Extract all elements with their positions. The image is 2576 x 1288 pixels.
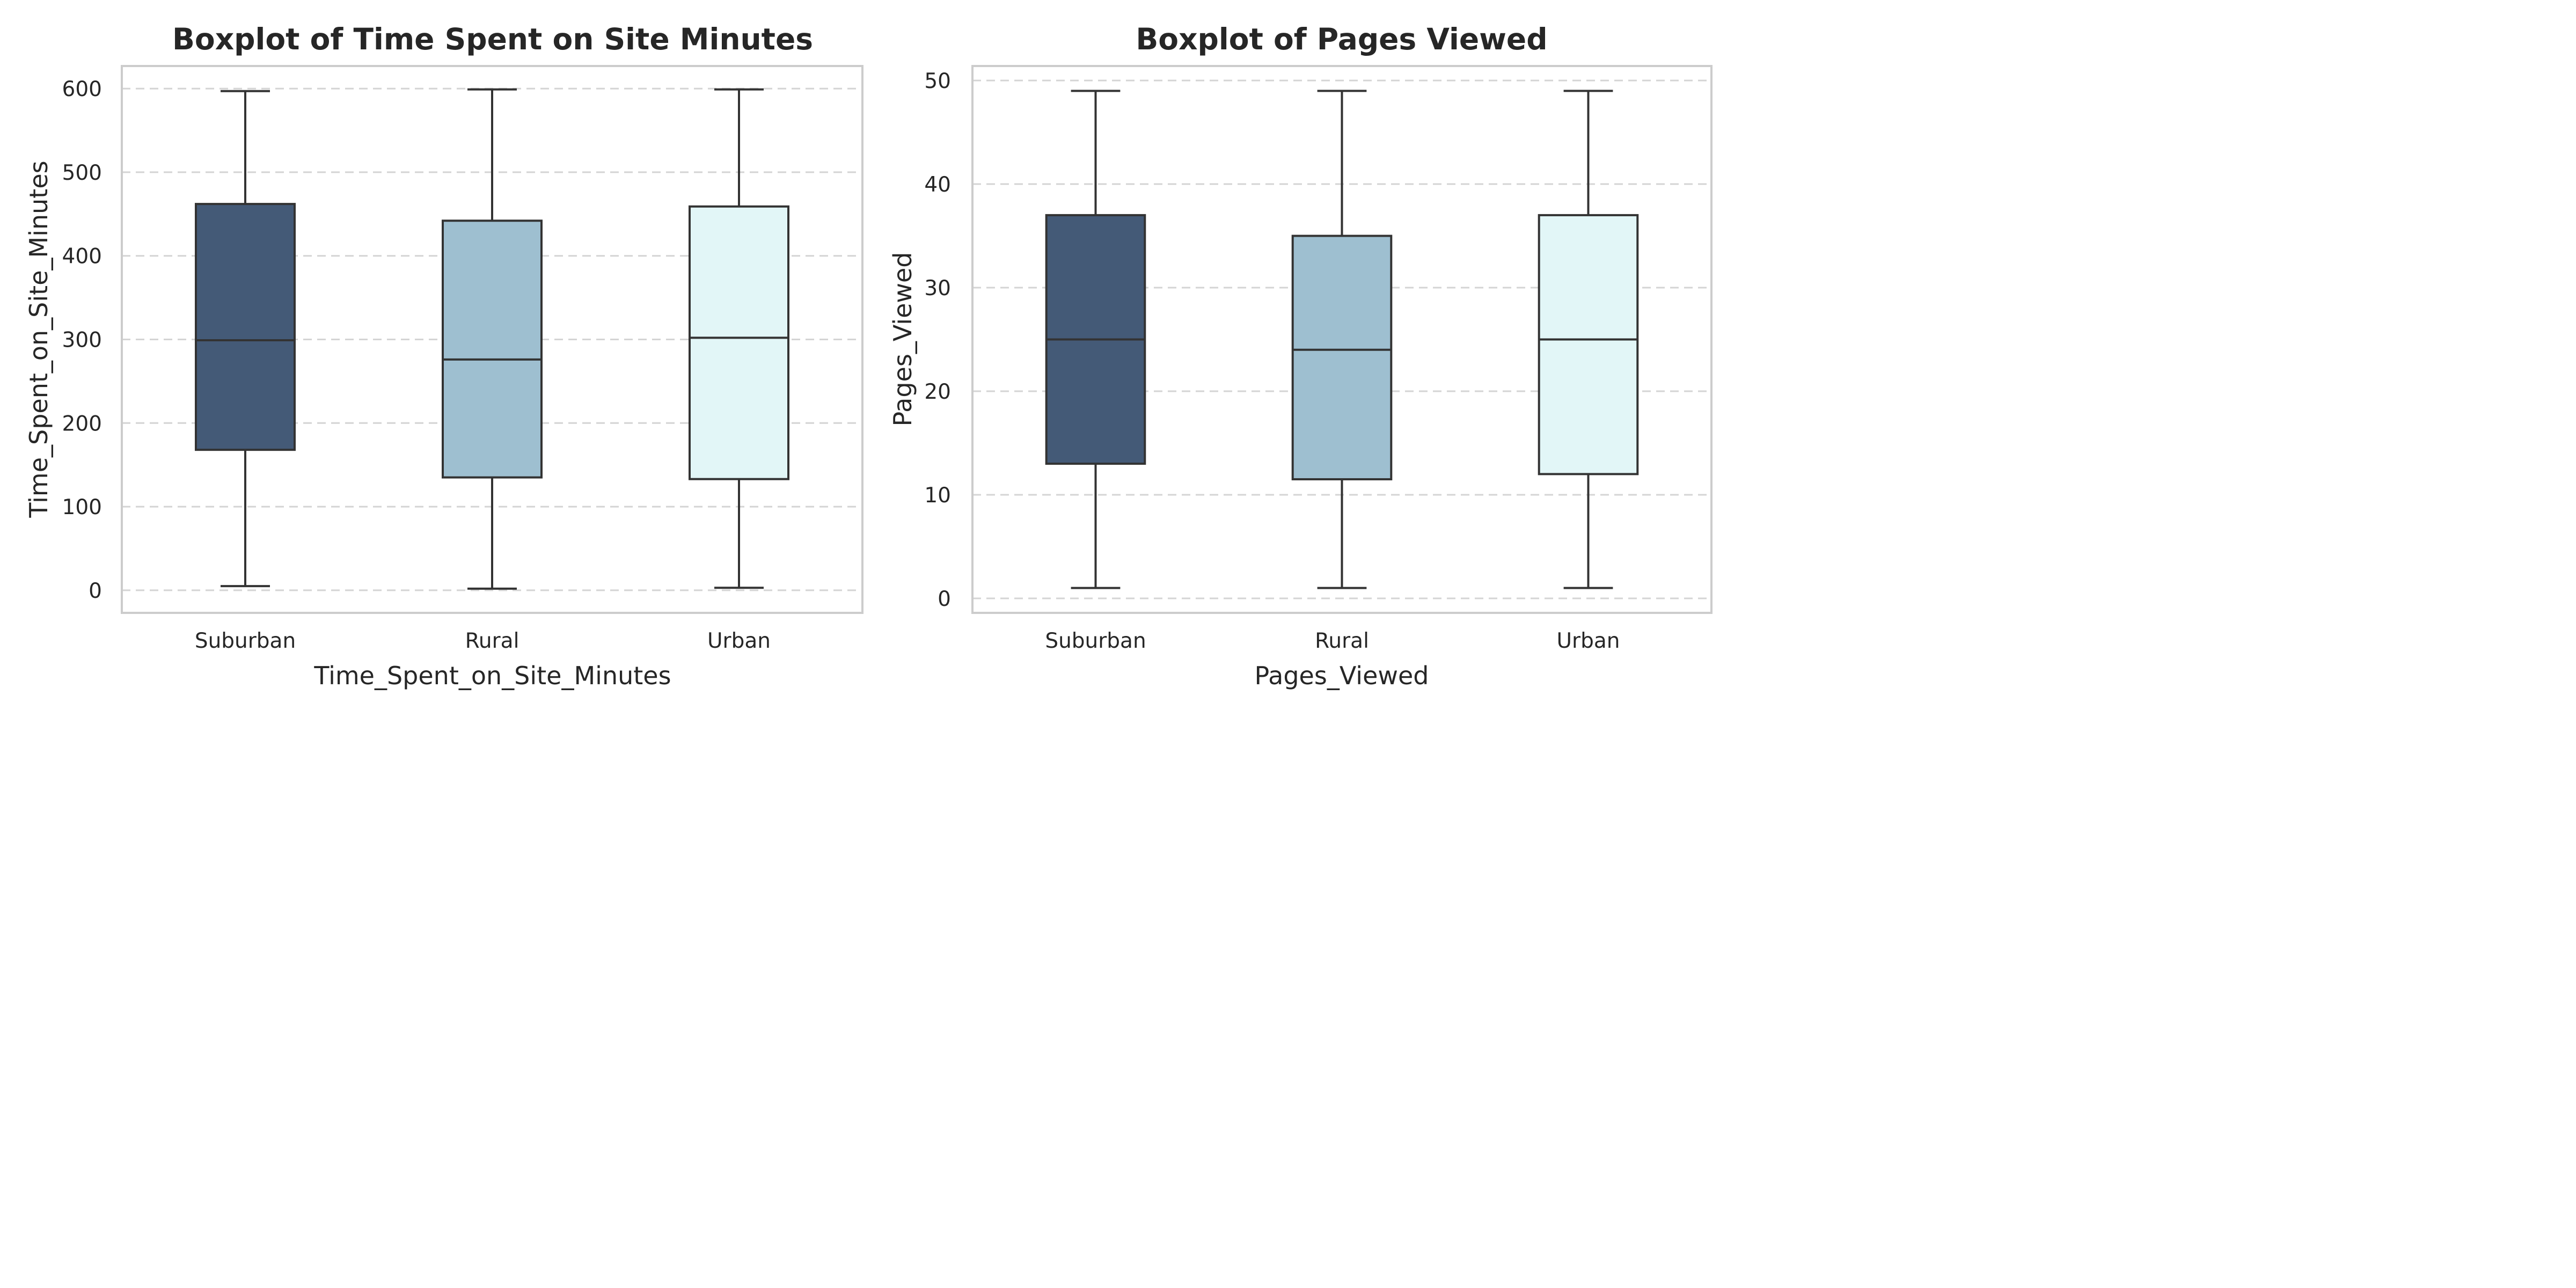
plot-area-frame (971, 65, 1713, 614)
y-axis-label: Pages_Viewed (888, 252, 917, 427)
y-tick-label: 40 (924, 173, 951, 197)
y-tick-label: 0 (938, 587, 951, 611)
plot-area-frame (121, 65, 863, 614)
chart-title: Boxplot of Pages Viewed (1136, 22, 1547, 56)
x-tick-label: Rural (1315, 629, 1369, 653)
y-tick-label: 10 (924, 484, 951, 508)
y-tick-label: 300 (62, 328, 102, 353)
x-axis-label: Pages_Viewed (1255, 661, 1429, 690)
iqr-box (1291, 235, 1393, 481)
box-suburban (195, 90, 296, 588)
box-rural (1291, 90, 1393, 589)
box-urban (689, 88, 789, 589)
box-suburban (1045, 90, 1146, 589)
y-tick-label: 50 (924, 69, 951, 93)
x-axis-label: Time_Spent_on_Site_Minutes (313, 661, 671, 690)
box-rural (442, 88, 543, 590)
y-tick-label: 400 (62, 245, 102, 269)
y-tick-labels: 0 100 200 300 400 500 600 (62, 77, 102, 603)
x-tick-labels: Suburban Rural Urban (195, 629, 771, 653)
y-tick-label: 20 (924, 380, 951, 404)
boxes-layer (1045, 90, 1639, 589)
chart-title: Boxplot of Time Spent on Site Minutes (172, 22, 813, 56)
boxes-layer (195, 88, 789, 590)
time-spent-boxplot-chart: Boxplot of Time Spent on Site Minutes Ti… (24, 22, 863, 690)
x-tick-label: Urban (1557, 629, 1620, 653)
iqr-box (1538, 214, 1639, 475)
x-tick-label: Urban (707, 629, 771, 653)
x-tick-labels: Suburban Rural Urban (1045, 629, 1620, 653)
iqr-box (442, 219, 543, 479)
iqr-box (195, 203, 296, 451)
y-tick-label: 30 (924, 276, 951, 301)
y-tick-label: 0 (89, 579, 102, 603)
pages-viewed-boxplot-chart: Boxplot of Pages Viewed Pages_Viewed Pag… (888, 22, 1713, 690)
y-tick-labels: 0 10 20 30 40 50 (924, 69, 951, 611)
y-tick-label: 100 (62, 495, 102, 519)
iqr-box (689, 205, 789, 480)
y-tick-label: 600 (62, 77, 102, 101)
y-axis-label: Time_Spent_on_Site_Minutes (24, 160, 53, 518)
x-tick-label: Suburban (195, 629, 296, 653)
y-tick-label: 200 (62, 412, 102, 436)
x-tick-label: Rural (465, 629, 519, 653)
y-tick-label: 500 (62, 161, 102, 185)
box-urban (1538, 90, 1639, 589)
x-tick-label: Suburban (1045, 629, 1146, 653)
